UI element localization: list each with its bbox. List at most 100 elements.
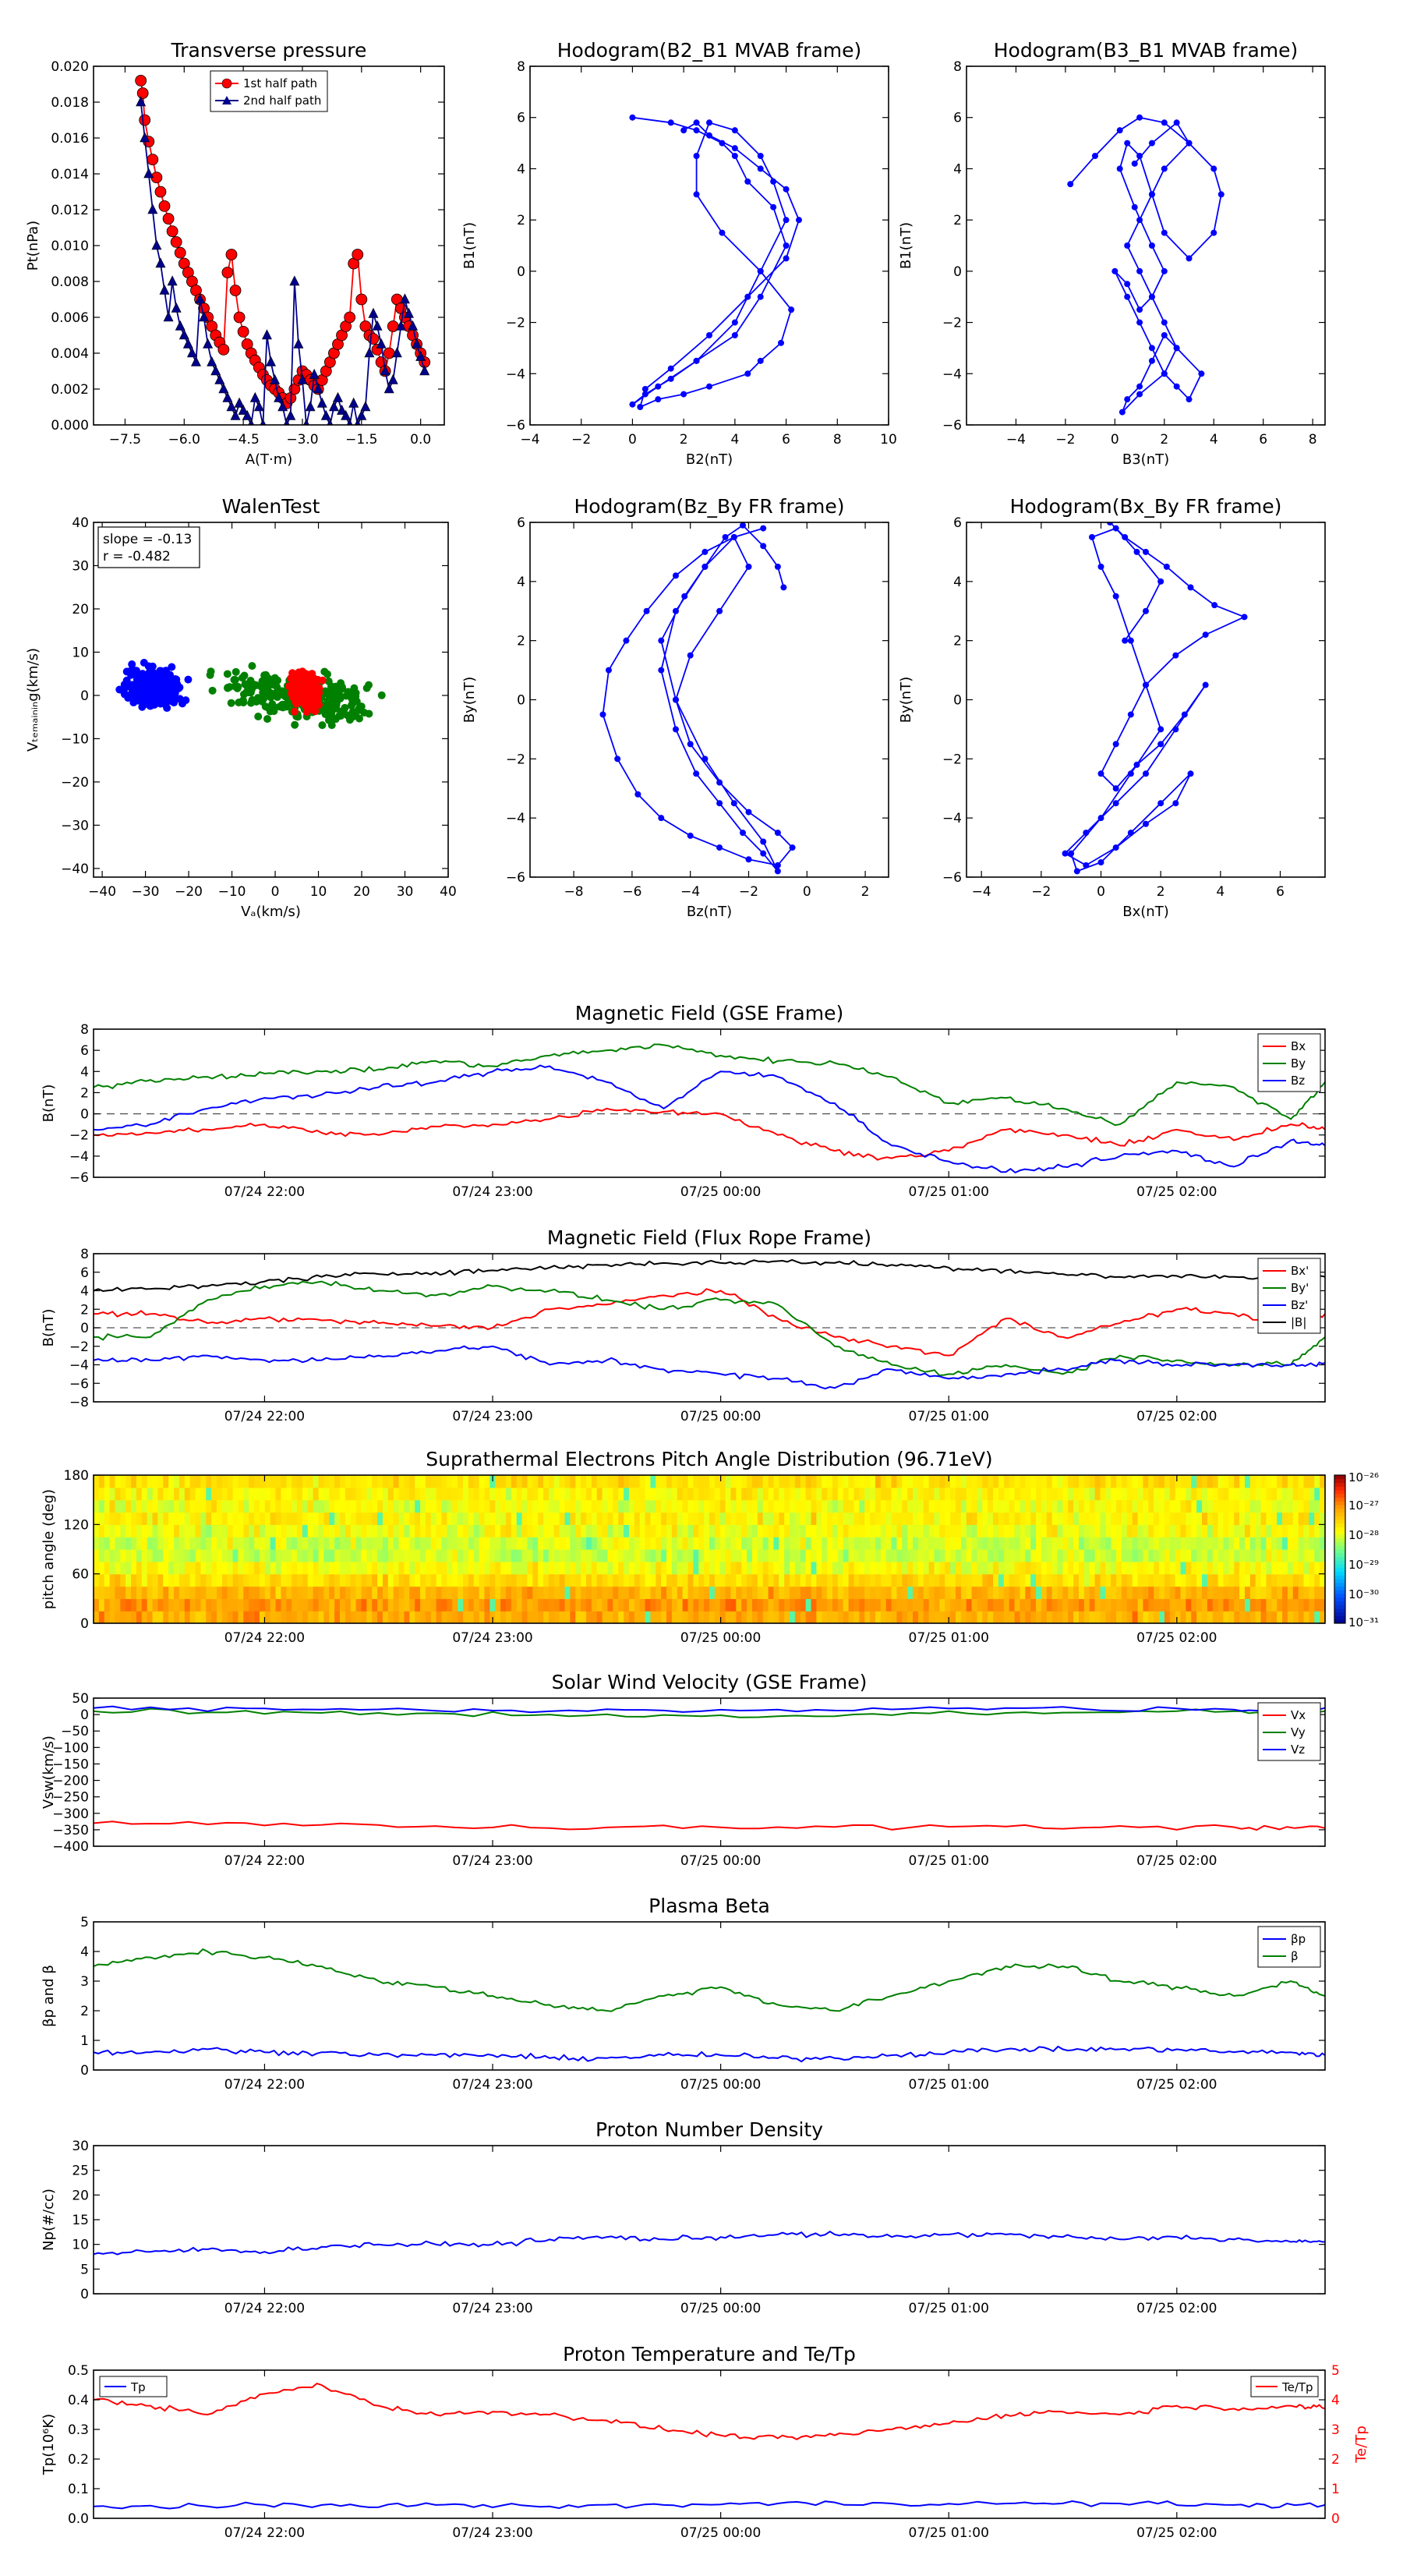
heatmap-cell (661, 1573, 667, 1587)
heatmap-cell (484, 1573, 490, 1587)
heatmap-cell (848, 1573, 855, 1587)
hodogram-b3-b1-ytick-label: −4 (942, 366, 962, 382)
heatmap-cell (859, 1512, 865, 1525)
hodogram-b3-b1-series-0-point (1161, 229, 1168, 236)
heatmap-cell (232, 1598, 239, 1612)
heatmap-cell (511, 1598, 518, 1612)
heatmap-cell (430, 1537, 437, 1550)
hodogram-bz-by-ytick-label: −4 (506, 811, 525, 826)
heatmap-cell (458, 1598, 464, 1612)
magnetic-field-fr-plot-area (94, 1258, 1325, 1390)
hodogram-bz-by-series-0-point (605, 667, 612, 674)
heatmap-cell (1051, 1537, 1058, 1550)
heatmap-cell (532, 1537, 539, 1550)
hodogram-bx-by-series-0-point (1073, 868, 1080, 875)
heatmap-cell (452, 1524, 458, 1537)
walen-test-point (150, 678, 159, 687)
transverse-pressure-legend-label: 2nd half path (243, 94, 321, 108)
heatmap-cell (484, 1475, 490, 1488)
heatmap-cell (790, 1549, 796, 1562)
walen-test-xtick-label: −40 (88, 884, 116, 900)
solar-wind-velocity-series-1-line (94, 1707, 1325, 1718)
heatmap-cell (323, 1573, 330, 1587)
heatmap-cell (945, 1611, 951, 1623)
transverse-pressure-series-1-point (289, 275, 300, 286)
heatmap-cell (495, 1524, 501, 1537)
heatmap-cell (977, 1524, 983, 1537)
heatmap-cell (1159, 1512, 1165, 1525)
heatmap-cell (730, 1524, 737, 1537)
heatmap-cell (613, 1586, 619, 1599)
heatmap-cell (553, 1537, 560, 1550)
heatmap-cell (1217, 1537, 1225, 1550)
heatmap-cell (1196, 1598, 1203, 1612)
proton-temperature-plot-area (94, 2382, 1325, 2510)
heatmap-cell (618, 1573, 624, 1587)
hodogram-bz-by-xtick-label: −6 (622, 884, 641, 900)
heatmap-cell (693, 1561, 699, 1575)
heatmap-cell (757, 1537, 764, 1550)
heatmap-cell (832, 1561, 839, 1575)
heatmap-cell (666, 1475, 673, 1488)
heatmap-cell (1132, 1475, 1139, 1488)
walen-test-point (249, 683, 257, 692)
heatmap-cell (221, 1561, 228, 1575)
heatmap-cell (361, 1524, 367, 1537)
heatmap-cell (945, 1561, 951, 1575)
heatmap-cell (1228, 1475, 1235, 1488)
hodogram-b3-b1-series-0-point (1136, 391, 1143, 398)
heatmap-cell (591, 1573, 598, 1587)
heatmap-cell (452, 1586, 458, 1599)
heatmap-cell (1298, 1611, 1305, 1623)
heatmap-cell (1282, 1487, 1288, 1501)
heatmap-cell (141, 1549, 148, 1562)
heatmap-cell (1260, 1499, 1267, 1513)
heatmap-cell (934, 1487, 940, 1501)
heatmap-cell (94, 1561, 100, 1575)
heatmap-cell (1292, 1586, 1299, 1599)
heatmap-cell (950, 1561, 956, 1575)
heatmap-cell (709, 1549, 716, 1562)
heatmap-cell (511, 1499, 518, 1513)
heatmap-cell (1073, 1598, 1080, 1612)
transverse-pressure-series-1-point (387, 373, 398, 384)
heatmap-cell (447, 1537, 453, 1550)
heatmap-cell (570, 1586, 576, 1599)
heatmap-cell (1191, 1537, 1197, 1550)
walen-test-point (147, 698, 156, 706)
heatmap-cell (762, 1586, 769, 1599)
heatmap-cell (195, 1561, 201, 1575)
heatmap-cell (747, 1487, 753, 1501)
heatmap-cell (1191, 1611, 1197, 1623)
heatmap-cell (1223, 1512, 1229, 1525)
colorbar-segment (1334, 1597, 1345, 1601)
heatmap-cell (693, 1537, 699, 1550)
heatmap-cell (479, 1549, 486, 1562)
hodogram-bx-by-series-0-point (1143, 548, 1149, 555)
heatmap-cell (848, 1586, 855, 1599)
heatmap-cell (141, 1524, 148, 1537)
heatmap-cell (1277, 1475, 1283, 1488)
heatmap-cell (1271, 1537, 1278, 1550)
proton-number-density-plot-area (94, 2231, 1325, 2256)
heatmap-cell (94, 1512, 100, 1525)
hodogram-bz-by-series-0-point (745, 563, 752, 570)
solar-wind-velocity-ytick-label: −50 (61, 1724, 89, 1739)
heatmap-cell (1320, 1611, 1325, 1623)
heatmap-cell (115, 1573, 121, 1587)
heatmap-cell (1094, 1499, 1101, 1513)
heatmap-cell (1036, 1549, 1042, 1562)
heatmap-cell (463, 1524, 469, 1537)
heatmap-cell (998, 1524, 1005, 1537)
heatmap-cell (1111, 1499, 1117, 1513)
heatmap-cell (463, 1598, 469, 1612)
walen-test-point (142, 692, 150, 701)
hodogram-bx-by-ytick-label: 2 (953, 634, 962, 649)
heatmap-cell (853, 1598, 860, 1612)
hodogram-bz-by-xtick-label: −4 (680, 884, 700, 900)
heatmap-cell (1217, 1549, 1225, 1562)
hodogram-bz-by-series-0-point (774, 563, 781, 570)
hodogram-bz-by-series-0-point (780, 584, 787, 591)
heatmap-cell (136, 1598, 143, 1612)
heatmap-cell (221, 1586, 228, 1599)
